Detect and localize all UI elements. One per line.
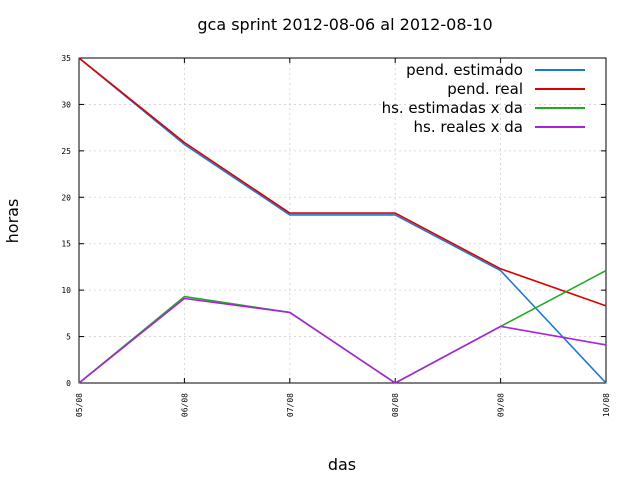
legend-label-3: hs. estimadas x da bbox=[382, 99, 523, 117]
y-tick-label: 30 bbox=[61, 100, 71, 109]
y-tick-label: 35 bbox=[61, 54, 71, 63]
chart-title: gca sprint 2012-08-06 al 2012-08-10 bbox=[197, 15, 492, 34]
y-tick-label: 20 bbox=[61, 193, 71, 202]
grid-layer bbox=[79, 58, 606, 383]
x-tick-label: 07/08 bbox=[286, 393, 295, 417]
y-tick-label: 10 bbox=[61, 286, 71, 295]
series-line-4 bbox=[78, 297, 607, 384]
tick-layer: 0 5 10 15 20 25 30 35 05/08 06/08 07/08 08/08 09/08 1… bbox=[61, 54, 611, 417]
series-line-3 bbox=[78, 269, 607, 384]
legend-label-2: pend. real bbox=[447, 80, 523, 98]
series-line-2 bbox=[78, 57, 607, 307]
y-tick-label: 15 bbox=[61, 240, 71, 249]
x-tick-label: 08/08 bbox=[391, 393, 400, 417]
x-tick-label: 09/08 bbox=[497, 393, 506, 417]
y-tick-label: 5 bbox=[66, 333, 71, 342]
x-tick-label: 10/08 bbox=[602, 393, 611, 417]
x-tick-label: 06/08 bbox=[180, 393, 189, 417]
legend-label-4: hs. reales x da bbox=[414, 118, 523, 136]
y-tick-label: 25 bbox=[61, 147, 71, 156]
y-axis-label: horas bbox=[3, 199, 22, 244]
series-line-1 bbox=[78, 57, 607, 384]
x-axis-label: das bbox=[328, 455, 356, 474]
y-tick-label: 0 bbox=[66, 379, 71, 388]
series-layer bbox=[78, 57, 607, 384]
plot-frame bbox=[78, 57, 607, 384]
legend-label-1: pend. estimado bbox=[406, 61, 523, 79]
x-tick-label: 05/08 bbox=[75, 393, 84, 417]
